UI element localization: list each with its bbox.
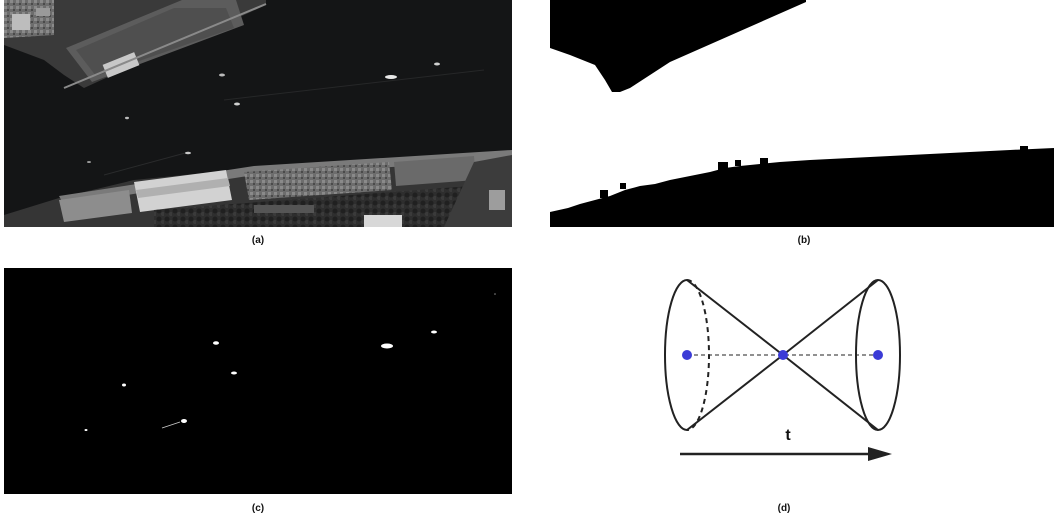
caption-d: (d) — [777, 503, 791, 514]
caption-c: (c) — [251, 503, 265, 514]
double-cone-diagram: t — [664, 279, 901, 461]
caption-b: (b) — [797, 235, 811, 246]
cone-edge-bl — [686, 354, 784, 431]
caption-a: (a) — [251, 235, 265, 246]
panel-c-ship-mask — [4, 268, 512, 494]
time-arrow-head — [868, 447, 892, 461]
ship-detection-mask — [4, 268, 512, 494]
land-water-mask — [550, 0, 1054, 227]
left-center-point — [682, 350, 692, 360]
panel-b-land-mask — [550, 0, 1054, 227]
panel-a-satellite-image — [4, 0, 512, 227]
satellite-image — [4, 0, 512, 227]
right-center-point — [873, 350, 883, 360]
apex-point — [778, 350, 788, 360]
cone-edge-br — [782, 354, 879, 431]
time-axis-label: t — [785, 427, 791, 444]
cone-edge-tl — [686, 279, 784, 356]
cone-edge-tr — [782, 279, 879, 356]
panel-d-cone-diagram: t — [640, 268, 930, 468]
left-cone-base-solid — [664, 279, 688, 431]
